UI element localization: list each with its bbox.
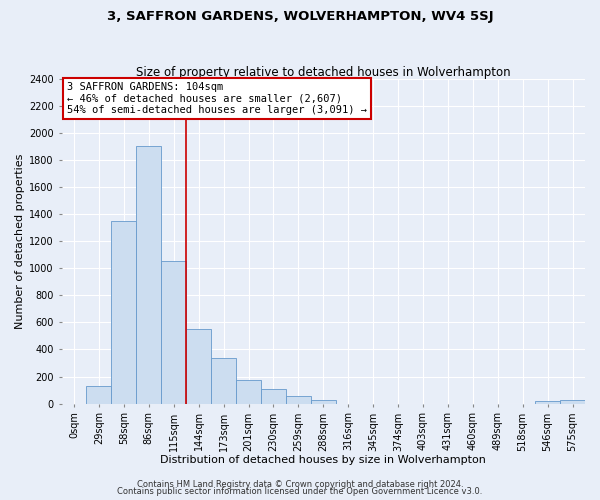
Text: Contains HM Land Registry data © Crown copyright and database right 2024.: Contains HM Land Registry data © Crown c…	[137, 480, 463, 489]
Bar	[261, 389, 286, 404]
Bar	[161, 262, 186, 404]
Bar	[236, 380, 261, 404]
Text: Contains public sector information licensed under the Open Government Licence v3: Contains public sector information licen…	[118, 487, 482, 496]
Bar	[311, 400, 336, 404]
Bar	[211, 358, 236, 404]
Bar	[535, 401, 560, 404]
Bar	[286, 396, 311, 404]
Text: 3 SAFFRON GARDENS: 104sqm
← 46% of detached houses are smaller (2,607)
54% of se: 3 SAFFRON GARDENS: 104sqm ← 46% of detac…	[67, 82, 367, 115]
Y-axis label: Number of detached properties: Number of detached properties	[15, 154, 25, 329]
Bar	[136, 146, 161, 404]
X-axis label: Distribution of detached houses by size in Wolverhampton: Distribution of detached houses by size …	[160, 455, 486, 465]
Title: Size of property relative to detached houses in Wolverhampton: Size of property relative to detached ho…	[136, 66, 511, 78]
Bar	[86, 386, 112, 404]
Bar	[112, 221, 136, 404]
Bar	[186, 329, 211, 404]
Bar	[560, 400, 585, 404]
Text: 3, SAFFRON GARDENS, WOLVERHAMPTON, WV4 5SJ: 3, SAFFRON GARDENS, WOLVERHAMPTON, WV4 5…	[107, 10, 493, 23]
